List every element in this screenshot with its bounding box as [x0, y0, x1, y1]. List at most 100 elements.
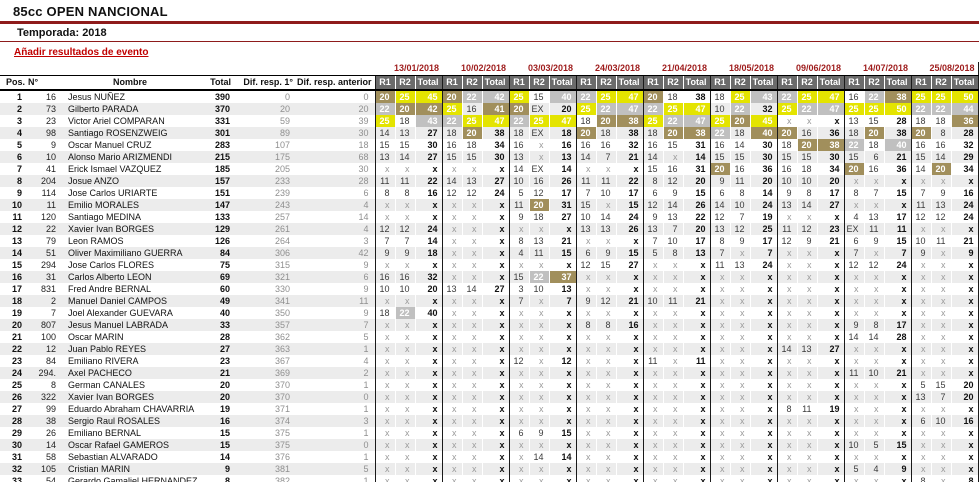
event-result-cell: x — [709, 427, 730, 439]
event-result-cell: x — [595, 163, 616, 175]
cell-num: 322 — [26, 391, 60, 403]
page-title: 85cc OPEN NANCIONAL — [13, 4, 168, 19]
event-result-cell: 7 — [374, 235, 395, 247]
event-result-cell: x — [441, 199, 462, 211]
table-row: 17 831 Fred Andre BERNAL 60 330 9 10 10 20 13 14 27… — [0, 283, 979, 295]
event-result-cell: 12 — [374, 223, 395, 235]
event-result-cell: x — [528, 223, 549, 235]
event-result-cell: 7 — [709, 247, 730, 259]
event-result-cell: x — [461, 271, 482, 283]
event-result-cell: 25 — [595, 90, 616, 103]
event-result-cell: 18 — [394, 115, 415, 127]
event-total-cell: x — [816, 115, 844, 127]
event-result-cell: x — [528, 139, 549, 151]
event-result-cell: x — [461, 367, 482, 379]
event-total-cell: 47 — [481, 115, 509, 127]
event-result-cell: x — [508, 451, 529, 463]
cell-dif1: 362 — [274, 332, 290, 342]
event-total-cell: x — [615, 403, 643, 415]
cell-total: 157 — [200, 175, 234, 187]
event-total-cell: 31 — [548, 199, 576, 211]
cell-total: 49 — [200, 295, 234, 307]
event-result-cell: x — [595, 307, 616, 319]
event-total-cell: 25 — [749, 223, 777, 235]
event-result-cell: x — [843, 379, 864, 391]
cell-total: 8 — [200, 475, 234, 482]
event-total-cell: x — [481, 235, 509, 247]
cell-difant: 9 — [363, 308, 369, 318]
event-result-cell: x — [528, 391, 549, 403]
event-result-cell: x — [528, 415, 549, 427]
event-total-cell: x — [950, 403, 979, 415]
event-result-cell: 18 — [863, 139, 884, 151]
event-result-cell: 13 — [910, 391, 931, 403]
event-result-cell: 14 — [776, 343, 797, 355]
event-total-cell: 30 — [749, 139, 777, 151]
cell-dif1: 370 — [234, 391, 296, 403]
event-result-cell: 16 — [394, 271, 415, 283]
cell-total: 20 — [200, 391, 234, 403]
event-result-cell: x — [394, 415, 415, 427]
event-result-cell: EX — [843, 223, 864, 235]
cell-total: 151 — [214, 188, 230, 198]
event-result-cell: 16 — [461, 103, 482, 115]
event-result-cell: 25 — [843, 103, 864, 115]
event-total-cell: 30 — [481, 151, 509, 163]
cell-dif1: 357 — [234, 319, 296, 331]
cell-name: Fred Andre BERNAL — [68, 284, 152, 294]
cell-num: 294 — [40, 260, 56, 270]
event-result-cell: 8 — [843, 187, 864, 199]
event-result-cell: x — [461, 391, 482, 403]
event-total-cell: x — [548, 439, 576, 451]
event-result-cell: x — [528, 403, 549, 415]
event-result-cell: x — [863, 283, 884, 295]
event-result-cell: x — [843, 415, 864, 427]
event-result-cell: x — [441, 247, 462, 259]
cell-num: 12 — [26, 343, 60, 355]
event-result-cell: x — [776, 247, 797, 259]
event-total-cell: 22 — [414, 175, 442, 187]
event-result-cell: x — [508, 379, 529, 391]
event-result-cell: 16 — [843, 90, 864, 103]
event-result-cell: x — [575, 235, 596, 247]
event-result-cell: 22 — [642, 103, 663, 115]
cell-difant: 30 — [296, 127, 375, 139]
column-header-r1: R1 — [642, 75, 663, 91]
event-result-cell: x — [394, 163, 415, 175]
event-total-cell: 15 — [682, 187, 710, 199]
event-total-cell: x — [548, 379, 576, 391]
event-result-cell: 16 — [796, 127, 817, 139]
event-total-cell: 24 — [950, 199, 979, 211]
event-total-cell: x — [816, 211, 844, 223]
event-result-cell: x — [441, 259, 462, 271]
column-header-r1: R1 — [776, 75, 797, 91]
cell-num: 100 — [40, 332, 56, 342]
event-total-cell: 22 — [682, 211, 710, 223]
event-result-cell: x — [729, 439, 750, 451]
cell-name: Santiago ROSENZWEIG — [60, 127, 200, 139]
event-result-cell: x — [528, 475, 549, 482]
table-row: 14 51 Oliver Maximiliano GUERRA 84 306 42 9 9 18… — [0, 247, 979, 259]
event-total-cell: x — [950, 295, 979, 307]
event-total-cell: x — [615, 439, 643, 451]
event-result-cell: x — [575, 451, 596, 463]
event-result-cell: x — [910, 295, 931, 307]
event-result-cell: x — [461, 451, 482, 463]
event-result-cell: 12 — [796, 223, 817, 235]
event-total-cell: x — [615, 331, 643, 343]
event-result-cell: 25 — [709, 115, 730, 127]
cell-num: 294. — [26, 367, 60, 379]
add-results-link[interactable]: Añadir resultados de evento — [14, 47, 149, 58]
cell-name: Josue ANZO — [60, 175, 200, 187]
event-result-cell: x — [394, 427, 415, 439]
event-total-cell: x — [615, 307, 643, 319]
cell-total: 69 — [200, 271, 234, 283]
event-result-cell: x — [930, 283, 951, 295]
event-result-cell: x — [441, 427, 462, 439]
cell-total: 23 — [219, 356, 230, 366]
event-result-cell: x — [662, 343, 683, 355]
event-result-cell: 22 — [930, 103, 951, 115]
event-result-cell: 18 — [930, 115, 951, 127]
event-result-cell: x — [394, 295, 415, 307]
cell-pos: 29 — [11, 428, 22, 438]
